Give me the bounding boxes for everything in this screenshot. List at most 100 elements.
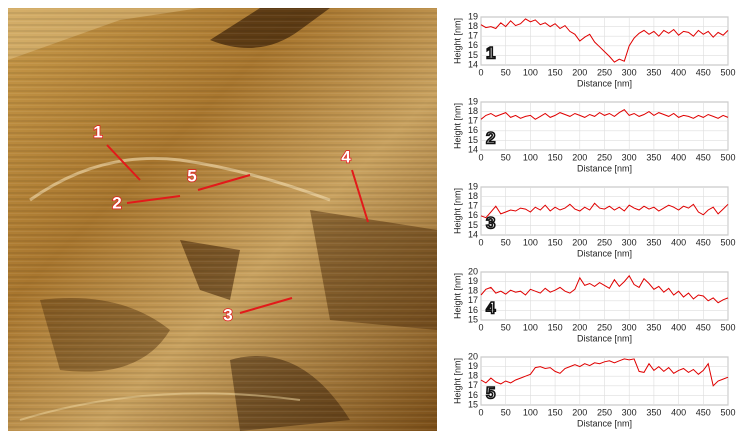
x-tick-label: 100 — [523, 237, 538, 247]
afm-image: 1 2 5 4 3 — [8, 8, 437, 431]
x-tick-label: 50 — [501, 237, 511, 247]
x-tick-label: 250 — [597, 407, 612, 417]
y-tick-label: 17 — [468, 201, 478, 211]
y-tick-label: 20 — [468, 266, 478, 276]
x-tick-label: 500 — [720, 407, 735, 417]
x-axis-label: Distance [nm] — [577, 418, 632, 428]
y-tick-label: 19 — [468, 96, 478, 106]
x-tick-label: 0 — [478, 152, 483, 162]
x-tick-label: 500 — [720, 67, 735, 77]
y-tick-label: 17 — [468, 116, 478, 126]
x-tick-label: 200 — [572, 322, 587, 332]
x-tick-label: 400 — [671, 152, 686, 162]
x-tick-label: 450 — [696, 322, 711, 332]
x-tick-label: 0 — [478, 67, 483, 77]
y-axis-label: Height [nm] — [452, 358, 462, 404]
x-tick-label: 0 — [478, 407, 483, 417]
x-tick-label: 100 — [523, 407, 538, 417]
profile-label: 3 — [223, 305, 232, 324]
x-tick-label: 300 — [622, 152, 637, 162]
x-tick-label: 300 — [622, 67, 637, 77]
x-tick-label: 100 — [523, 322, 538, 332]
x-tick-label: 150 — [548, 67, 563, 77]
y-tick-label: 14 — [468, 229, 478, 239]
y-tick-label: 15 — [468, 135, 478, 145]
x-tick-label: 300 — [622, 237, 637, 247]
x-tick-label: 450 — [696, 67, 711, 77]
x-tick-label: 400 — [671, 237, 686, 247]
x-tick-label: 200 — [572, 152, 587, 162]
y-tick-label: 15 — [468, 314, 478, 324]
y-tick-label: 14 — [468, 144, 478, 154]
x-tick-label: 50 — [501, 407, 511, 417]
x-tick-label: 200 — [572, 237, 587, 247]
x-tick-label: 500 — [720, 152, 735, 162]
y-tick-label: 16 — [468, 305, 478, 315]
profile-label: 4 — [341, 147, 351, 166]
y-tick-label: 18 — [468, 21, 478, 31]
x-axis-label: Distance [nm] — [577, 163, 632, 173]
x-tick-label: 300 — [622, 322, 637, 332]
y-tick-label: 18 — [468, 106, 478, 116]
y-tick-label: 16 — [468, 210, 478, 220]
y-axis-label: Height [nm] — [452, 273, 462, 319]
y-tick-label: 19 — [468, 361, 478, 371]
x-tick-label: 250 — [597, 67, 612, 77]
y-axis-label: Height [nm] — [452, 18, 462, 64]
x-tick-label: 50 — [501, 322, 511, 332]
profile-number: 1 — [486, 43, 495, 62]
profile-number: 3 — [486, 213, 495, 232]
x-tick-label: 450 — [696, 237, 711, 247]
y-axis-label: Height [nm] — [452, 103, 462, 149]
y-tick-label: 18 — [468, 191, 478, 201]
x-tick-label: 350 — [646, 237, 661, 247]
x-tick-label: 150 — [548, 407, 563, 417]
profile-label: 1 — [93, 122, 102, 141]
x-tick-label: 350 — [646, 407, 661, 417]
profile-number: 4 — [486, 298, 496, 317]
y-tick-label: 15 — [468, 50, 478, 60]
y-tick-label: 19 — [468, 276, 478, 286]
x-tick-label: 500 — [720, 237, 735, 247]
y-tick-label: 14 — [468, 59, 478, 69]
x-axis-label: Distance [nm] — [577, 248, 632, 258]
profile-label: 5 — [187, 166, 196, 185]
x-tick-label: 350 — [646, 67, 661, 77]
y-tick-label: 20 — [468, 351, 478, 361]
x-axis-label: Distance [nm] — [577, 78, 632, 88]
x-tick-label: 450 — [696, 407, 711, 417]
x-tick-label: 100 — [523, 67, 538, 77]
y-tick-label: 16 — [468, 125, 478, 135]
x-tick-label: 400 — [671, 67, 686, 77]
x-tick-label: 150 — [548, 237, 563, 247]
x-tick-label: 50 — [501, 67, 511, 77]
y-tick-label: 15 — [468, 399, 478, 409]
x-tick-label: 350 — [646, 152, 661, 162]
x-tick-label: 300 — [622, 407, 637, 417]
y-tick-label: 16 — [468, 390, 478, 400]
y-axis-label: Height [nm] — [452, 188, 462, 234]
profile-number: 2 — [486, 128, 495, 147]
y-tick-label: 16 — [468, 40, 478, 50]
x-tick-label: 450 — [696, 152, 711, 162]
x-tick-label: 250 — [597, 322, 612, 332]
x-tick-label: 250 — [597, 237, 612, 247]
x-tick-label: 100 — [523, 152, 538, 162]
y-tick-label: 19 — [468, 181, 478, 191]
x-tick-label: 400 — [671, 407, 686, 417]
y-tick-label: 15 — [468, 220, 478, 230]
x-tick-label: 200 — [572, 67, 587, 77]
profile-number: 5 — [486, 383, 495, 402]
figure: 1 2 5 4 3 050100150200250300350400450500… — [0, 0, 742, 433]
x-tick-label: 250 — [597, 152, 612, 162]
x-tick-label: 350 — [646, 322, 661, 332]
x-tick-label: 150 — [548, 322, 563, 332]
x-axis-label: Distance [nm] — [577, 333, 632, 343]
y-tick-label: 17 — [468, 295, 478, 305]
x-tick-label: 50 — [501, 152, 511, 162]
